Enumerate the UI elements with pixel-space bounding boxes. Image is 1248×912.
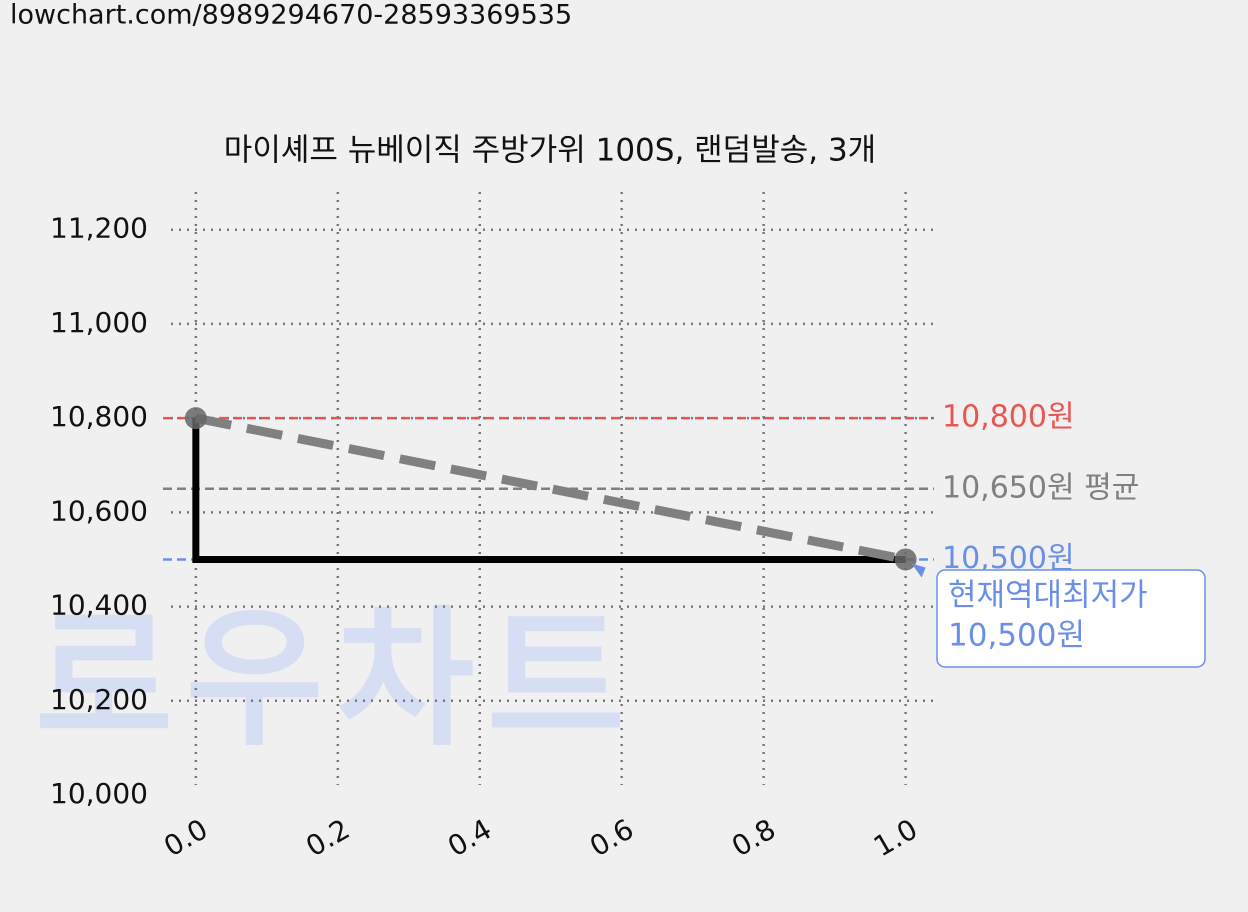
y-tick-label: 10,400: [50, 589, 148, 622]
point: [184, 407, 207, 430]
trend-line: [194, 413, 907, 564]
reference-label: 10,800원: [942, 400, 1075, 435]
y-tick-label: 11,000: [50, 306, 148, 339]
annotation-box: [936, 569, 1206, 668]
annotation-text: 현재역대최저가: [948, 578, 1148, 614]
reference-label: 10,650원 평균: [942, 470, 1139, 505]
y-tick-label: 11,200: [50, 212, 148, 245]
step-line: [192, 418, 906, 563]
annotation-arrow: [911, 563, 926, 578]
point: [894, 548, 917, 571]
annotation-text: 10,500원: [948, 618, 1085, 654]
url: lowchart.com/8989294670-28593369535: [10, 0, 572, 31]
y-tick-label: 10,600: [50, 494, 148, 527]
y-tick-label: 10,800: [50, 400, 148, 433]
y-tick-label: 10,000: [50, 777, 148, 810]
chart-title: 마이셰프 뉴베이직 주방가위 100S, 랜덤발송, 3개: [224, 133, 876, 169]
y-tick-label: 10,200: [50, 683, 148, 716]
